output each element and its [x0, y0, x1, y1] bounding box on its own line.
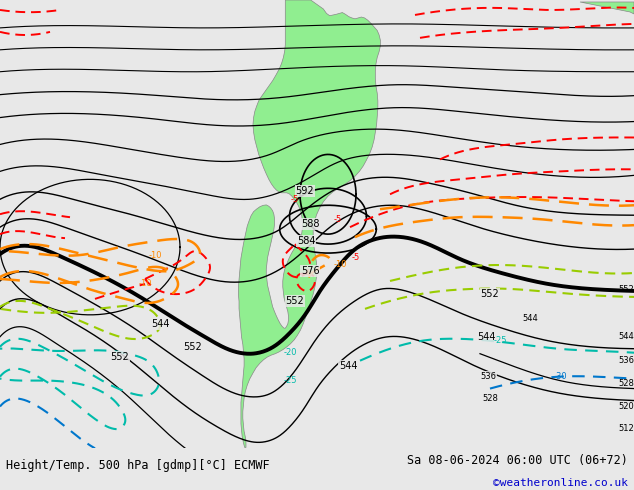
- Polygon shape: [238, 0, 380, 447]
- Polygon shape: [580, 2, 634, 14]
- Text: 552: 552: [286, 296, 304, 306]
- Text: 552: 552: [481, 289, 500, 299]
- Text: 528: 528: [482, 394, 498, 403]
- Text: -10: -10: [148, 250, 162, 260]
- Text: 512: 512: [618, 424, 634, 433]
- Text: 552: 552: [184, 342, 202, 352]
- Text: Sa 08-06-2024 06:00 UTC (06+72): Sa 08-06-2024 06:00 UTC (06+72): [407, 454, 628, 466]
- Text: 552: 552: [110, 352, 129, 362]
- Text: 552: 552: [618, 286, 634, 294]
- Text: -5: -5: [352, 252, 360, 262]
- Text: 544: 544: [151, 319, 169, 329]
- Text: ©weatheronline.co.uk: ©weatheronline.co.uk: [493, 477, 628, 488]
- Text: 544: 544: [618, 332, 634, 341]
- Text: 588: 588: [301, 219, 320, 229]
- Text: 536: 536: [480, 372, 496, 381]
- Text: 520: 520: [618, 402, 634, 411]
- Text: 544: 544: [339, 361, 357, 370]
- Text: -20: -20: [283, 348, 297, 357]
- Text: 528: 528: [618, 379, 634, 388]
- Text: 576: 576: [301, 266, 320, 276]
- Text: -25: -25: [493, 336, 507, 345]
- Text: 544: 544: [477, 332, 495, 342]
- Text: Height/Temp. 500 hPa [gdmp][°C] ECMWF: Height/Temp. 500 hPa [gdmp][°C] ECMWF: [6, 459, 270, 471]
- Text: 536: 536: [618, 356, 634, 365]
- Text: 592: 592: [295, 186, 314, 196]
- Text: -10: -10: [333, 260, 347, 269]
- Text: 544: 544: [522, 314, 538, 323]
- Text: -5: -5: [291, 195, 299, 204]
- Text: 584: 584: [297, 236, 315, 246]
- Text: -25: -25: [283, 376, 297, 385]
- Text: -10: -10: [138, 279, 152, 289]
- Text: -5: -5: [334, 215, 342, 224]
- Text: -30: -30: [553, 372, 567, 381]
